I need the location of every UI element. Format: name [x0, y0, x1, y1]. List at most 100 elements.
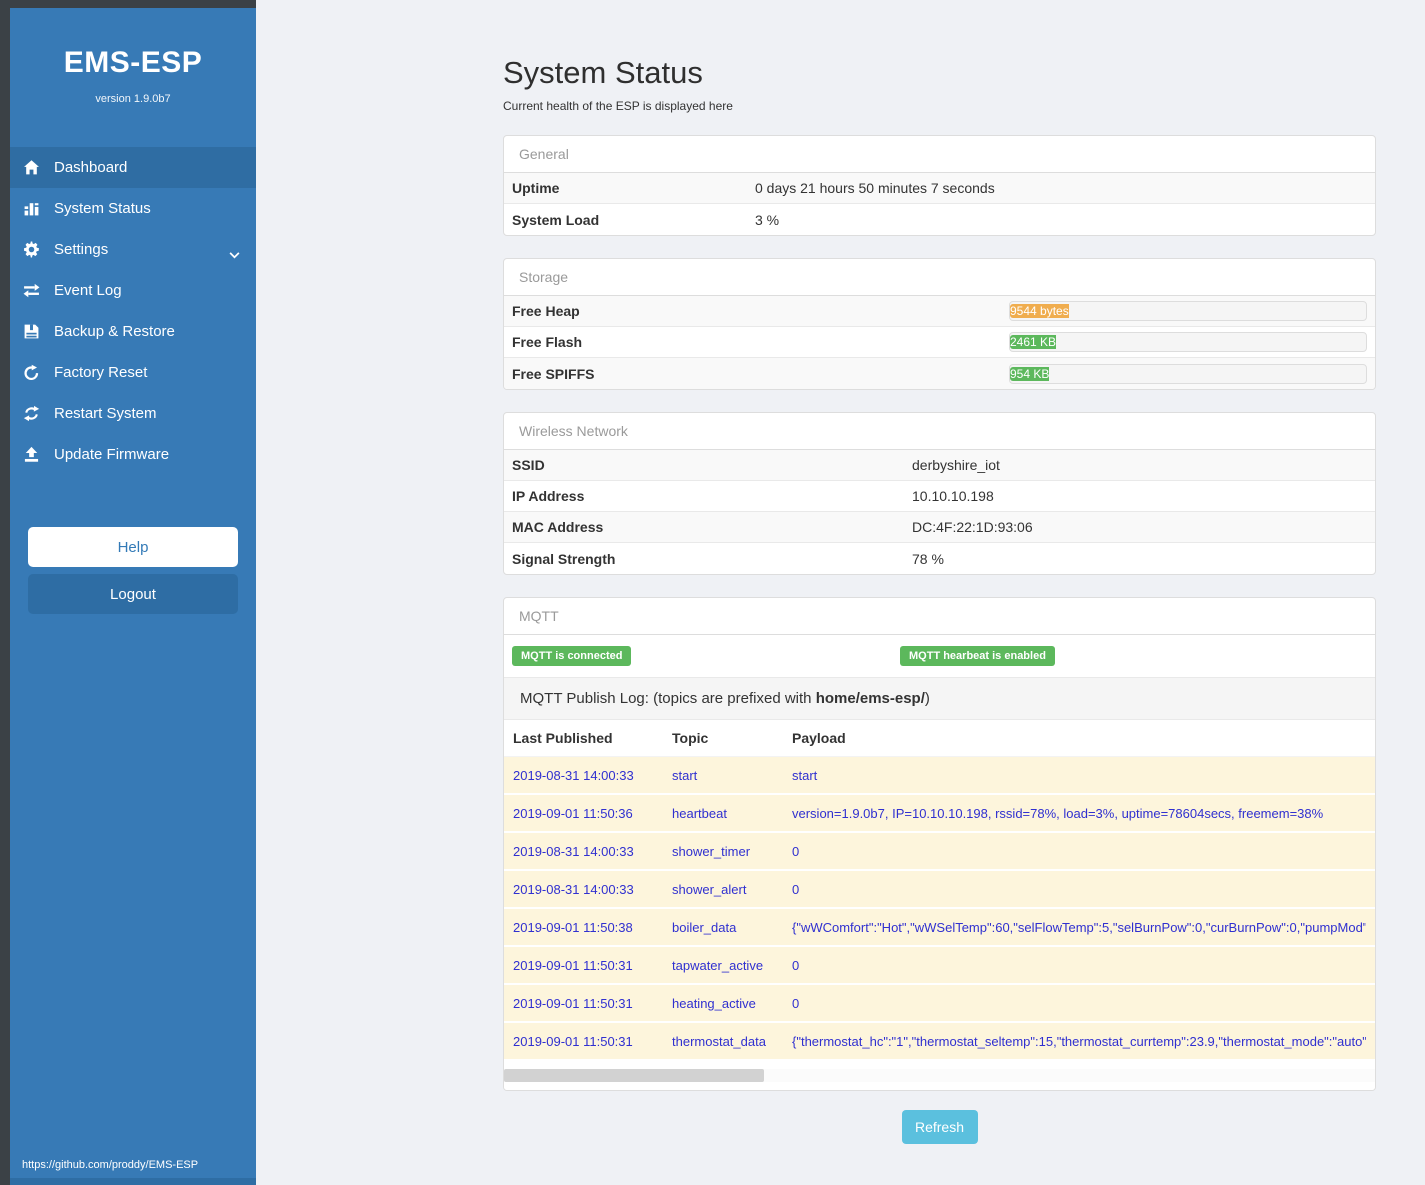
refresh-button[interactable]: Refresh: [901, 1110, 978, 1144]
sidebar-item-label: Factory Reset: [54, 364, 148, 381]
cell-payload: 0: [792, 882, 800, 897]
row-value: 10.10.10.198: [912, 488, 994, 504]
row-label: IP Address: [512, 488, 585, 504]
horizontal-scrollbar[interactable]: [504, 1069, 1375, 1082]
cell-payload: start: [792, 768, 818, 783]
row-mac-address: MAC Address DC:4F:22:1D:93:06: [504, 512, 1375, 543]
sidebar-item-system-status[interactable]: System Status: [10, 188, 256, 229]
sidebar-item-backup-restore[interactable]: Backup & Restore: [10, 311, 256, 352]
sidebar-item-event-log[interactable]: Event Log: [10, 270, 256, 311]
cell-topic: boiler_data: [672, 920, 737, 935]
mqtt-publish-log-caption: MQTT Publish Log: (topics are prefixed w…: [504, 678, 1375, 720]
cell-payload: 0: [792, 844, 800, 859]
panel-general-title: General: [504, 136, 1375, 173]
progress-free-heap: 9544 bytes: [1009, 301, 1367, 321]
cell-topic: heartbeat: [672, 806, 727, 821]
sidebar-nav: Dashboard System Status Settings: [10, 147, 256, 475]
help-button[interactable]: Help: [28, 527, 238, 567]
row-label: Signal Strength: [512, 550, 616, 567]
cell-date: 2019-09-01 11:50:31: [513, 996, 633, 1011]
cell-topic: shower_timer: [672, 844, 751, 859]
table-row: 2019-08-31 14:00:33 start start: [504, 757, 1375, 795]
mqtt-heartbeat-badge: MQTT hearbeat is enabled: [900, 646, 1055, 666]
sidebar-item-label: Settings: [54, 241, 109, 258]
row-value: DC:4F:22:1D:93:06: [912, 519, 1033, 535]
sidebar-item-settings[interactable]: Settings: [10, 229, 256, 270]
cell-payload: 0: [792, 958, 800, 973]
panel-mqtt: MQTT MQTT is connected MQTT hearbeat is …: [503, 597, 1376, 1091]
row-signal-strength: Signal Strength 78 %: [504, 543, 1375, 574]
logout-button[interactable]: Logout: [28, 574, 238, 614]
row-ssid: SSID derbyshire_iot: [504, 450, 1375, 481]
panel-bottom-pad: [504, 1082, 1375, 1090]
sidebar-item-label: Backup & Restore: [54, 323, 175, 340]
cell-date: 2019-09-01 11:50:31: [513, 958, 633, 973]
app-version: version 1.9.0b7: [95, 93, 171, 105]
mqtt-connected-badge: MQTT is connected: [512, 646, 632, 666]
table-row: 2019-08-31 14:00:33 shower_alert 0: [504, 871, 1375, 909]
table-row: 2019-09-01 11:50:36 heartbeat version=1.…: [504, 795, 1375, 833]
cell-date: 2019-08-31 14:00:33: [513, 768, 634, 783]
sidebar-footer-strip: [10, 1178, 256, 1185]
row-label: Free Heap: [512, 303, 580, 319]
row-free-spiffs: Free SPIFFS 954 KB: [504, 358, 1375, 389]
col-header-last-published: Last Published: [513, 730, 613, 746]
save-icon: [23, 323, 40, 340]
panel-storage: Storage Free Heap 9544 bytes Free Flash …: [503, 258, 1376, 390]
table-row: 2019-09-01 11:50:31 heating_active 0: [504, 985, 1375, 1023]
sidebar-item-factory-reset[interactable]: Factory Reset: [10, 352, 256, 393]
row-label: System Load: [512, 211, 600, 228]
row-system-load: System Load 3 %: [504, 204, 1375, 235]
refresh-icon: [23, 405, 40, 422]
col-header-payload: Payload: [792, 730, 846, 746]
progress-free-spiffs: 954 KB: [1009, 363, 1367, 384]
progress-fill: 9544 bytes: [1010, 304, 1069, 318]
cell-date: 2019-08-31 14:00:33: [513, 844, 634, 859]
row-free-heap: Free Heap 9544 bytes: [504, 296, 1375, 327]
table-row: 2019-08-31 14:00:33 shower_timer 0: [504, 833, 1375, 871]
sidebar-item-label: Dashboard: [54, 159, 128, 176]
sidebar-item-label: Update Firmware: [54, 446, 170, 463]
row-label: Free SPIFFS: [512, 365, 595, 382]
row-label: Free Flash: [512, 334, 583, 350]
progress-free-flash: 2461 KB: [1009, 332, 1367, 352]
sidebar-item-dashboard[interactable]: Dashboard: [10, 147, 256, 188]
scrollbar-thumb[interactable]: [504, 1069, 764, 1082]
cell-payload: 0: [792, 996, 800, 1011]
row-label: SSID: [512, 457, 545, 473]
page-subtitle: Current health of the ESP is displayed h…: [503, 99, 733, 113]
row-value: 78 %: [912, 550, 944, 567]
sidebar-item-restart-system[interactable]: Restart System: [10, 393, 256, 434]
cell-payload: {"thermostat_hc":"1","thermostat_seltemp…: [792, 1034, 1366, 1049]
sidebar-item-label: Restart System: [54, 405, 157, 422]
cell-date: 2019-09-01 11:50:38: [513, 920, 633, 935]
sidebar-item-update-firmware[interactable]: Update Firmware: [10, 434, 256, 475]
cell-topic: thermostat_data: [672, 1034, 766, 1049]
rotate-icon: [23, 364, 40, 381]
sidebar-item-label: Event Log: [54, 282, 122, 299]
row-value: 3 %: [755, 211, 780, 228]
cell-topic: shower_alert: [672, 882, 747, 897]
cell-topic: tapwater_active: [672, 958, 764, 973]
mqtt-topic-prefix: home/ems-esp/: [815, 690, 925, 707]
mqtt-badges-row: MQTT is connected MQTT hearbeat is enabl…: [504, 635, 1375, 678]
mqtt-badge-cell: MQTT is connected: [512, 646, 900, 666]
table-row: 2019-09-01 11:50:38 boiler_data {"wWComf…: [504, 909, 1375, 947]
row-free-flash: Free Flash 2461 KB: [504, 327, 1375, 358]
mqtt-log-header: Last Published Topic Payload: [504, 720, 1375, 757]
github-url: https://github.com/proddy/EMS-ESP: [22, 1159, 199, 1171]
home-icon: [23, 159, 40, 176]
cell-topic: start: [672, 768, 698, 783]
chart-icon: [23, 200, 40, 217]
row-value: derbyshire_iot: [912, 457, 1000, 473]
table-row: 2019-09-01 11:50:31 thermostat_data {"th…: [504, 1023, 1375, 1061]
page-title: System Status: [503, 55, 703, 90]
mqtt-log-table: Last Published Topic Payload 2019-08-31 …: [504, 720, 1375, 1061]
cell-payload: version=1.9.0b7, IP=10.10.10.198, rssid=…: [792, 806, 1324, 821]
app-title: EMS-ESP: [63, 46, 203, 79]
panel-wireless-title: Wireless Network: [504, 413, 1375, 450]
sidebar: EMS-ESP version 1.9.0b7 Dashboard System…: [0, 0, 256, 1185]
cell-date: 2019-09-01 11:50:31: [513, 1034, 633, 1049]
sidebar-item-label: System Status: [54, 200, 151, 217]
exchange-icon: [23, 282, 40, 299]
